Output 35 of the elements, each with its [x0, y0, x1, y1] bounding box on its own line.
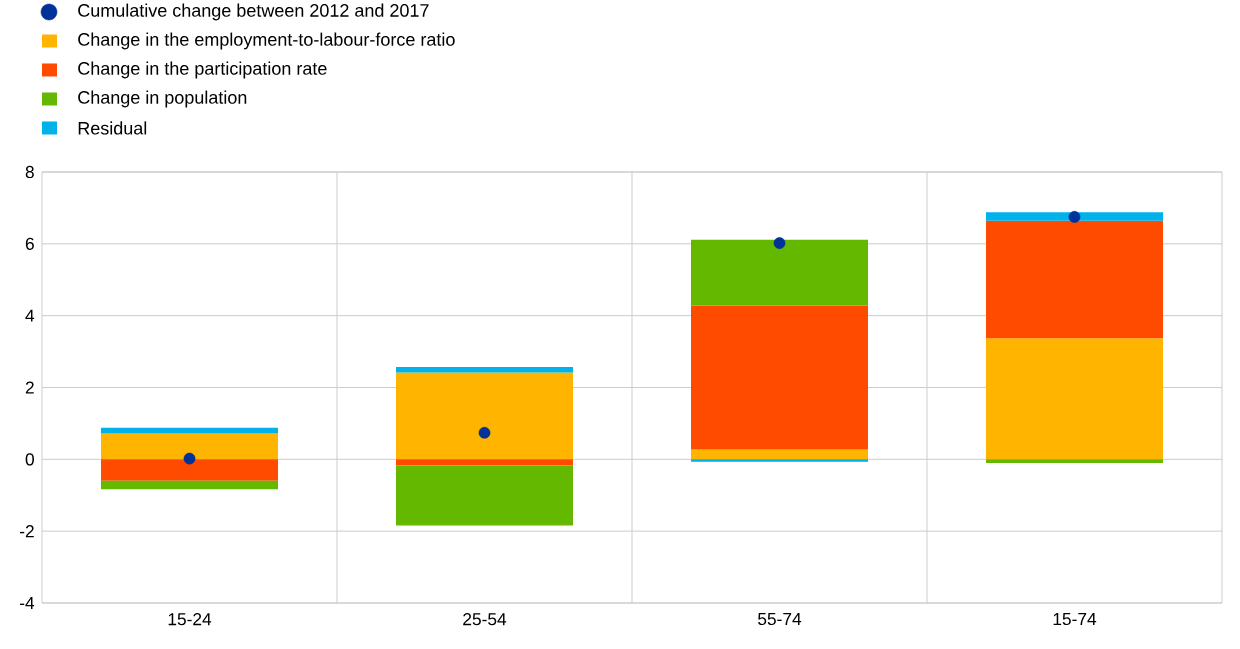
- y-tick-label: 6: [25, 237, 34, 250]
- bar: [691, 305, 868, 450]
- x-tick-label: 55-74: [758, 613, 802, 626]
- y-tick-label: -2: [20, 525, 34, 538]
- bar: [101, 480, 279, 490]
- legend-label: Change in the participation rate: [78, 61, 327, 79]
- bar: [691, 449, 868, 460]
- bar: [101, 459, 279, 481]
- legend-label: Change in population: [78, 90, 247, 108]
- bar: [986, 459, 1163, 463]
- bar: [986, 220, 1163, 339]
- bar: [396, 465, 573, 526]
- bar: [691, 459, 868, 462]
- bar: [396, 372, 573, 460]
- legend-label: Change in the employment-to-labour-force ratio: [78, 32, 455, 50]
- x-tick-label: 25-54: [463, 613, 507, 626]
- y-tick-label: 4: [25, 309, 35, 322]
- point: [478, 426, 491, 439]
- bar: [396, 367, 573, 373]
- y-tick-label: 8: [25, 165, 34, 179]
- y-tick-label: 0: [25, 453, 34, 466]
- bar: [396, 459, 573, 466]
- bar: [986, 212, 1163, 221]
- legend-label: Residual: [78, 121, 147, 135]
- x-tick-label: 15-74: [1053, 613, 1097, 626]
- point: [773, 237, 786, 249]
- x-tick-label: 15-24: [168, 613, 212, 626]
- y-tick-label: -4: [20, 597, 35, 609]
- bar: [986, 338, 1163, 460]
- y-tick-label: 2: [25, 381, 34, 394]
- bar: [691, 239, 868, 306]
- bar: [101, 433, 279, 460]
- point: [1068, 211, 1081, 223]
- point: [183, 452, 196, 465]
- legend-label: Cumulative change between 2012 and 2017: [78, 3, 429, 21]
